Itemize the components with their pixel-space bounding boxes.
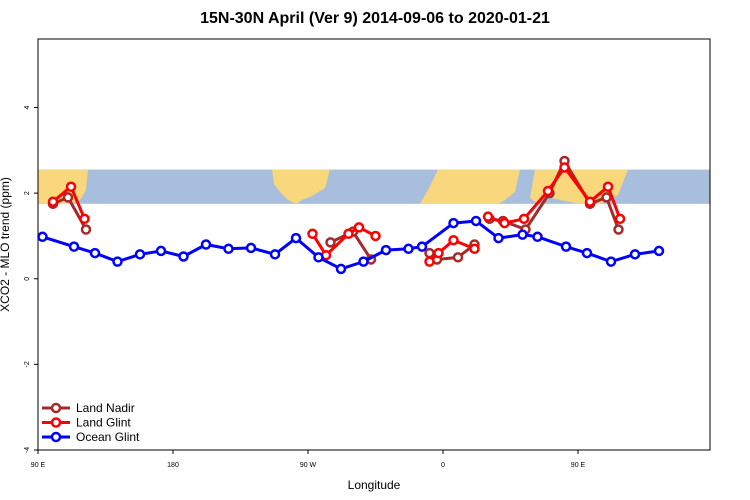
series-land-glint [47, 162, 626, 267]
data-point [584, 196, 596, 207]
data-point [629, 249, 641, 260]
legend-label: Land Nadir [76, 401, 135, 415]
series-line [428, 238, 476, 263]
x-tick-label: 180 [167, 462, 179, 469]
data-point [79, 213, 90, 225]
data-point [614, 213, 626, 225]
data-point [223, 243, 234, 255]
data-point [380, 244, 392, 256]
x-tick-label: 0 [441, 462, 445, 469]
data-point [65, 181, 77, 192]
data-point [112, 256, 123, 267]
map-land [272, 169, 330, 204]
data-point [560, 241, 572, 252]
data-point [433, 247, 444, 259]
data-point [155, 245, 167, 257]
legend-label: Ocean Glint [76, 430, 140, 444]
data-point [353, 222, 365, 233]
legend-marker [50, 431, 62, 443]
legend-item: Ocean Glint [42, 430, 140, 444]
data-point [89, 247, 101, 259]
data-point [448, 234, 459, 246]
data-point [424, 247, 435, 259]
y-tick-label: -4 [24, 447, 31, 453]
y-tick-label: -2 [24, 361, 31, 367]
y-tick-label: 4 [24, 105, 31, 109]
data-point [370, 230, 381, 242]
series-layer [37, 155, 665, 275]
chart-title: 15N-30N April (Ver 9) 2014-09-06 to 2020… [200, 10, 550, 27]
data-point [581, 247, 593, 259]
data-point [80, 224, 92, 235]
x-tick-label: 90 W [300, 462, 317, 469]
data-point [601, 192, 612, 203]
y-tick-label: 0 [24, 277, 31, 281]
data-point [269, 249, 281, 260]
y-axis: -4 -2 0 2 4 [24, 105, 38, 453]
legend-item: Land Nadir [42, 401, 135, 415]
data-point [499, 217, 510, 229]
data-point [424, 256, 435, 267]
data-point [245, 242, 257, 254]
data-point [416, 241, 428, 252]
y-tick-label: 2 [24, 191, 31, 195]
data-point [37, 231, 48, 243]
data-point [452, 252, 464, 263]
map-band [38, 169, 710, 204]
legend-marker [50, 417, 62, 428]
data-point [469, 243, 480, 255]
data-point [602, 181, 614, 192]
data-point [134, 249, 146, 260]
data-point [448, 217, 459, 229]
data-point [200, 239, 212, 250]
data-point [470, 215, 482, 227]
data-point [542, 185, 554, 197]
data-point [518, 213, 530, 225]
x-tick-label: 90 E [31, 462, 46, 469]
legend-marker [50, 402, 62, 414]
data-point [47, 196, 59, 207]
data-point [325, 237, 336, 248]
data-point [653, 245, 665, 257]
series-ocean-glint [37, 215, 665, 275]
data-point [559, 162, 570, 173]
data-point [343, 228, 354, 240]
data-point [290, 232, 302, 244]
map-land [420, 169, 520, 204]
data-point [482, 211, 494, 222]
data-point [68, 241, 80, 252]
x-axis-title: Longitude [348, 478, 401, 492]
y-axis-title: XCO2 - MLO trend (ppm) [0, 177, 12, 312]
legend-label: Land Glint [76, 416, 131, 430]
x-axis: 90 E 180 90 W 0 90 E [31, 450, 586, 469]
legend-item: Land Glint [42, 416, 131, 430]
x-tick-label: 90 E [571, 462, 586, 469]
series-line [42, 219, 660, 271]
data-point [613, 224, 624, 235]
data-point [532, 231, 543, 243]
data-point [358, 256, 369, 267]
data-point [517, 229, 528, 240]
data-point [313, 252, 324, 263]
data-point [403, 243, 414, 255]
data-point [605, 256, 617, 267]
data-point [62, 192, 74, 203]
data-point [178, 251, 189, 262]
plot-frame [37, 38, 711, 451]
data-point [307, 228, 318, 240]
data-point [335, 263, 347, 275]
data-point [493, 232, 504, 244]
